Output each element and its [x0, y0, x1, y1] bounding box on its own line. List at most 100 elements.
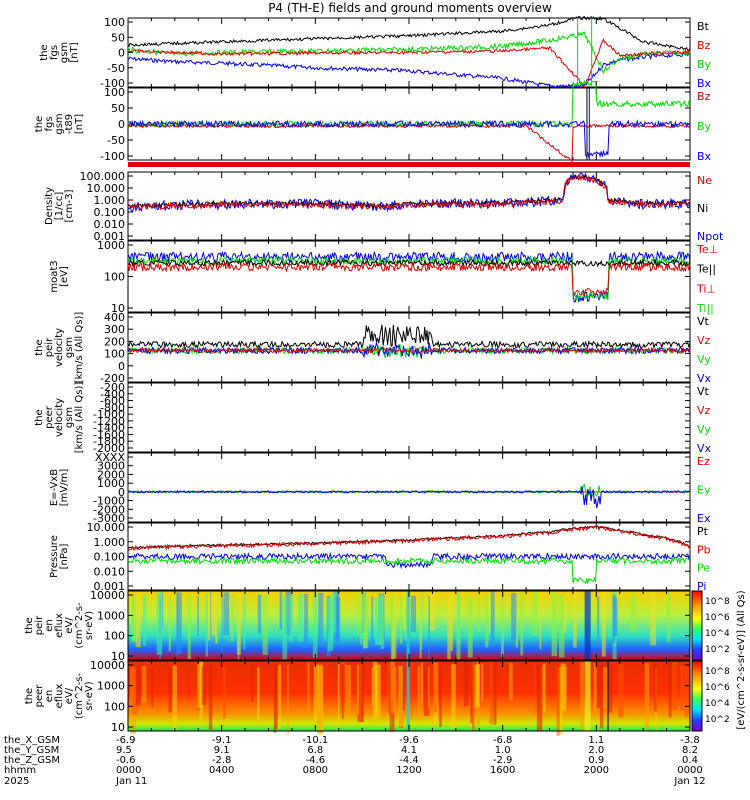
ytick-label: -50 [107, 62, 125, 75]
spectrogram-streak [532, 591, 538, 636]
ylabel-line: peir [34, 615, 45, 635]
panel-fgs_gsm: 100 50 0 -50 -100 the fgs gsm [nT] Bt Bz By Bx [39, 15, 712, 90]
ytick-label: 1.000 [94, 536, 126, 549]
ylabel-line: Pressure [49, 535, 60, 578]
ylabel-fgs_gsm: the fgs gsm [nT] [39, 42, 80, 63]
ytick-label: 10000 [90, 589, 125, 602]
spectrogram-streak [493, 662, 497, 725]
spectrogram-streak [162, 592, 164, 629]
legend-pi: Pi [697, 580, 706, 593]
ylabel-fgs_gsm_t89: the fgs gsm -t89 [nT] [34, 113, 85, 134]
panel-peer_velocity: -200-400-600-800-1000-1200-1400-1600-180… [34, 381, 712, 455]
legend-ex: Ex [697, 512, 711, 525]
spectrogram-streak [467, 596, 473, 658]
ytick-label: 0.010 [94, 218, 126, 231]
spectrogram-streak [371, 667, 374, 707]
spectrogram-streak [410, 595, 417, 632]
spectrogram-streak [427, 666, 430, 708]
spectrogram-streak [390, 666, 397, 714]
spectrogram-streak [433, 661, 437, 713]
spectrogram-streak [599, 665, 604, 729]
spectrogram-streak [318, 592, 324, 644]
spectrogram-streak [668, 661, 672, 718]
spectrogram-streak [398, 665, 403, 727]
xaxis-row-label: 2025 [4, 776, 29, 787]
xaxis-value: 6.8 [307, 745, 323, 756]
ytick-label: 100 [104, 630, 125, 643]
ylabel-line: gsm [54, 113, 65, 134]
spectrogram-streak [363, 592, 368, 649]
spectrogram-streak [215, 593, 218, 644]
spectrogram-streak [489, 661, 493, 724]
trace-ne [127, 174, 691, 211]
ytick-label: -1800 [93, 435, 125, 448]
colorbar-label: [eV/(cm^2-s-sr-eV)] (All Qs) [736, 590, 747, 729]
spectrogram-streak [151, 666, 154, 707]
colorbar-tick: 10^8 [705, 597, 730, 607]
spectrogram-streak [243, 594, 246, 650]
spectrogram-streak [374, 664, 381, 718]
spectrogram-streak [680, 665, 685, 711]
panel-frame [127, 522, 691, 591]
ytick-label: 10 [111, 650, 125, 663]
legend-pt: Pt [697, 525, 709, 538]
spectrogram-streak [684, 665, 690, 717]
spectrogram-streak [644, 663, 650, 729]
xaxis-value: -6.9 [116, 735, 136, 746]
xaxis-value: -4.4 [399, 755, 419, 766]
ytick-label: 400 [104, 311, 125, 324]
ytick-label: 10.000 [87, 182, 126, 195]
spectrogram-streak [236, 593, 241, 655]
legend-te: Te|| [696, 263, 716, 276]
trace-pi [127, 551, 691, 570]
trace-bx [127, 119, 691, 159]
spectrogram-streak [131, 665, 137, 716]
spectrogram-streak [335, 597, 341, 643]
spectrogram-streak [304, 593, 309, 649]
ytick-label: 50 [111, 31, 125, 44]
ytick-label: -1400 [93, 422, 125, 435]
spectrogram-streak [197, 596, 199, 636]
spectrogram-streak [361, 662, 364, 722]
spectrogram-streak [558, 594, 565, 658]
spectrogram-streak [410, 662, 413, 720]
legend-ey: Ey [697, 484, 711, 497]
ylabel-line: gsm [64, 337, 75, 358]
colorbar-tick: 10^2 [705, 715, 730, 725]
ytick-label: -600 [100, 395, 125, 408]
spectrogram-streak [471, 661, 475, 731]
ytick-label: 0 [118, 118, 125, 131]
spectrogram-streak [423, 664, 430, 717]
spectrogram-streak [601, 591, 606, 657]
spectrogram-streak [345, 664, 351, 717]
spectrogram-streak [257, 594, 262, 634]
trace-te-par [127, 250, 691, 303]
ytick-label: 100 [104, 700, 125, 713]
xaxis-value: -9.1 [212, 735, 232, 746]
ylabel-line: [mV/m] [59, 469, 70, 507]
xaxis-value: 2000 [584, 765, 609, 776]
spectrogram-streak [223, 592, 230, 636]
ytick-label: 1000 [97, 680, 125, 693]
ytick-label: 10.000 [87, 521, 126, 534]
legend-bz: Bz [697, 39, 711, 52]
ytick-label: 50 [111, 102, 125, 115]
colorbar-tick: 10^6 [705, 613, 730, 623]
spectrogram-streak [399, 596, 403, 644]
xaxis-value: -0.6 [116, 755, 136, 766]
colorbar: 10^8 10^6 10^4 10^2 10^8 10^6 10^4 10^2 [eV/(cm^… [691, 590, 747, 732]
ytick-label: -2000 [93, 442, 125, 455]
legend-ne: Ne [697, 174, 712, 187]
ylabel-line: (cm^2-s- [74, 602, 85, 649]
plot-title: P4 (TH-E) fields and ground moments over… [268, 1, 552, 15]
spectrogram-streak [404, 595, 408, 641]
spectrogram-streak [141, 666, 147, 703]
xaxis-value: 1600 [490, 765, 515, 776]
ytick-label: -1000 [93, 495, 125, 508]
ylabel-line: peer [44, 405, 55, 429]
spectrogram-streak [197, 661, 204, 708]
spectrogram-streak [289, 594, 294, 642]
ylabel-line: the [34, 339, 45, 355]
ytick-label: 10 [111, 302, 125, 315]
ylabel-line: the [24, 688, 35, 704]
